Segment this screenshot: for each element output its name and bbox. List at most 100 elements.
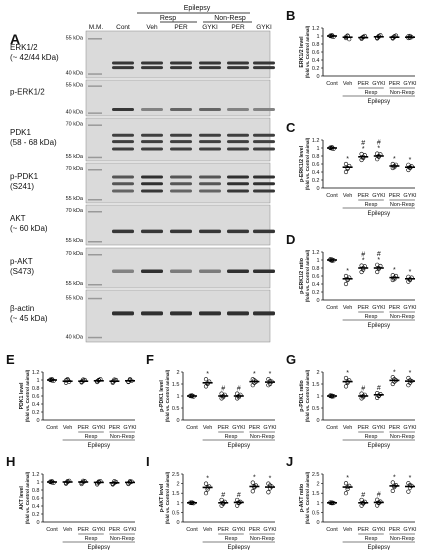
x-tick-label: GYKI <box>403 193 417 199</box>
y-axis-label: p-ERK1/2 ratio <box>299 258 305 294</box>
resp-label: Resp <box>365 90 378 96</box>
protein-band <box>112 175 134 179</box>
data-point <box>375 269 380 275</box>
x-tick-label: Veh <box>203 527 212 533</box>
significance-mark: * <box>377 257 380 264</box>
chart-j: J 0 0.5 1 1.5 2 2.5 p-AKT ratio (fold vs. Contro… <box>286 454 417 550</box>
lane-label: M.M. <box>89 24 104 31</box>
protein-band <box>141 61 163 65</box>
x-tick-label: PER <box>389 305 400 311</box>
protein-band <box>227 175 249 179</box>
y-tick-label: 1.2 <box>312 26 320 32</box>
y-axis-label: p-AKT ratio <box>299 484 305 512</box>
chart-b: B 0 0.2 0.4 0.6 0.8 1 1.2 ERK1/2 level (fold vs. … <box>286 8 417 105</box>
nonresp-label: Non-Resp <box>110 536 135 542</box>
y-tick-label: 0.2 <box>32 512 40 518</box>
y-tick-label: 1.2 <box>32 472 40 478</box>
epilepsy-label: Epilepsy <box>367 443 390 449</box>
protein-band <box>112 61 134 65</box>
x-tick-label: Veh <box>63 527 72 533</box>
panel-letter-c: C <box>286 120 296 135</box>
nonresp-label: Non-Resp <box>110 434 135 440</box>
significance-mark: # <box>221 492 225 499</box>
x-tick-label: GYKI <box>92 527 106 533</box>
blot-resp-label: Resp <box>160 15 176 22</box>
y-tick-label: 0.6 <box>312 274 320 280</box>
x-tick-label: Cont <box>46 527 58 533</box>
x-tick-label: GYKI <box>232 425 246 431</box>
significance-mark: * <box>269 371 272 378</box>
y-tick-label: 0.4 <box>32 402 40 408</box>
data-point <box>343 375 349 381</box>
protein-band <box>227 182 249 186</box>
protein-band <box>253 140 275 144</box>
data-point <box>343 161 349 167</box>
protein-band <box>112 133 134 137</box>
y-axis-label: p-ERK1/2 level <box>299 145 305 182</box>
significance-mark: * <box>393 156 396 163</box>
nonresp-label: Non-Resp <box>250 434 275 440</box>
data-point <box>343 491 349 496</box>
marker-label: 55 kDa <box>66 82 84 88</box>
resp-label: Resp <box>365 434 378 440</box>
epilepsy-label: Epilepsy <box>227 443 250 449</box>
blot-strip <box>85 117 271 162</box>
protein-label: p-ERK1/2 <box>10 87 45 96</box>
y-tick-label: 0.8 <box>312 42 320 48</box>
y-tick-label: 2.5 <box>172 472 180 478</box>
x-tick-label: PER <box>389 527 400 533</box>
panel-letter-j: J <box>286 454 293 469</box>
protein-band <box>227 66 249 70</box>
x-tick-label: GYKI <box>263 425 277 431</box>
protein-band <box>199 311 221 316</box>
protein-band <box>253 133 275 137</box>
x-tick-label: GYKI <box>372 425 386 431</box>
protein-label: AKT <box>10 214 26 223</box>
y-tick-label: 0.2 <box>32 410 40 416</box>
x-tick-label: Cont <box>326 527 338 533</box>
data-point <box>343 281 349 287</box>
significance-mark: * <box>362 146 365 153</box>
marker-band <box>88 156 102 159</box>
significance-mark: # <box>361 252 365 259</box>
y-tick-label: 0.4 <box>312 58 320 64</box>
significance-mark: * <box>393 369 396 376</box>
marker-band <box>88 297 102 300</box>
y-tick-label: 0.4 <box>32 504 40 510</box>
lane-label: GYKI <box>256 24 272 31</box>
protein-band <box>112 311 134 316</box>
x-tick-label: PER <box>218 425 229 431</box>
y-tick-label: 1.2 <box>312 250 320 256</box>
y-tick-label: 0.6 <box>312 50 320 56</box>
chart-c: C 0 0.2 0.4 0.6 0.8 1 1.2 p-ERK1/2 level (fold vs… <box>286 120 417 217</box>
panel-letter-b: B <box>286 8 295 23</box>
protein-band <box>253 269 275 273</box>
x-tick-label: PER <box>218 527 229 533</box>
blot-strip <box>85 247 271 289</box>
protein-band <box>227 269 249 273</box>
significance-mark: # <box>377 385 381 392</box>
protein-band <box>112 66 134 70</box>
y-axis-label-unit: (fold vs. Control animal) <box>305 471 310 524</box>
x-tick-label: PER <box>109 425 120 431</box>
marker-label: 55 kDa <box>66 238 84 244</box>
blot-strip <box>85 289 271 343</box>
x-tick-label: Cont <box>186 425 198 431</box>
x-tick-label: Veh <box>343 81 352 87</box>
x-tick-label: PER <box>358 425 369 431</box>
protein-band <box>253 108 275 112</box>
blot-strip <box>85 30 271 79</box>
x-tick-label: PER <box>389 425 400 431</box>
y-tick-label: 0.6 <box>32 496 40 502</box>
data-point <box>406 489 411 494</box>
marker-label: 55 kDa <box>66 295 84 301</box>
x-tick-label: Veh <box>343 305 352 311</box>
chart-g: G 0 0.5 1 1.5 2 p-PDK1 ratio (fold vs. Control … <box>286 352 417 449</box>
protein-band <box>141 175 163 179</box>
protein-band <box>112 147 134 151</box>
data-point <box>343 273 349 279</box>
y-tick-label: 1 <box>176 501 179 507</box>
marker-band <box>88 169 102 171</box>
y-tick-label: 1 <box>316 146 319 152</box>
